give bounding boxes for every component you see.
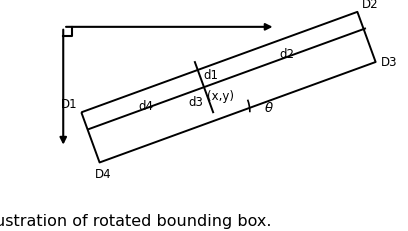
Text: d1: d1 (204, 69, 219, 82)
Text: d3: d3 (188, 96, 203, 109)
Text: D4: D4 (95, 168, 111, 181)
Text: $\theta$: $\theta$ (264, 101, 274, 115)
Text: ustration of rotated bounding box.: ustration of rotated bounding box. (0, 213, 271, 228)
Text: d4: d4 (138, 99, 153, 112)
Text: D3: D3 (381, 56, 397, 69)
Text: d2: d2 (279, 48, 294, 61)
Text: D2: D2 (361, 0, 378, 11)
Text: (x,y): (x,y) (207, 90, 234, 103)
Text: D1: D1 (61, 98, 78, 111)
